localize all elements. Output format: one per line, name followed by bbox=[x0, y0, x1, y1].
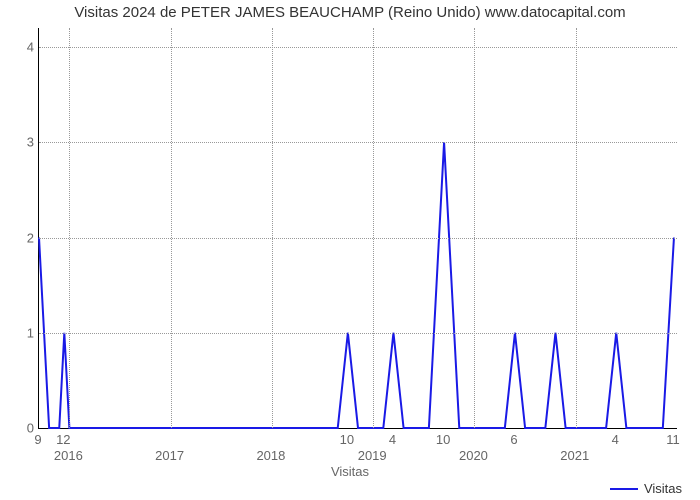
x-tick-label: 2017 bbox=[155, 448, 184, 463]
peak-label: 10 bbox=[340, 432, 354, 447]
peak-label: 9 bbox=[34, 432, 41, 447]
x-tick-label: 2020 bbox=[459, 448, 488, 463]
gridline-v bbox=[373, 28, 374, 428]
peak-label: 6 bbox=[510, 432, 517, 447]
x-tick-label: 2016 bbox=[54, 448, 83, 463]
gridline-v bbox=[69, 28, 70, 428]
gridline-v bbox=[576, 28, 577, 428]
x-tick-label: 2019 bbox=[358, 448, 387, 463]
y-tick-label: 1 bbox=[6, 325, 34, 340]
chart-container: Visitas 2024 de PETER JAMES BEAUCHAMP (R… bbox=[0, 0, 700, 500]
peak-label: 4 bbox=[389, 432, 396, 447]
plot-area bbox=[38, 28, 677, 429]
peak-label: 12 bbox=[56, 432, 70, 447]
gridline-v bbox=[171, 28, 172, 428]
gridline-v bbox=[474, 28, 475, 428]
legend-label: Visitas bbox=[644, 481, 682, 496]
peak-label: 10 bbox=[436, 432, 450, 447]
gridline-h bbox=[39, 142, 677, 143]
y-tick-label: 4 bbox=[6, 40, 34, 55]
x-tick-label: 2021 bbox=[560, 448, 589, 463]
gridline-v bbox=[272, 28, 273, 428]
y-tick-label: 2 bbox=[6, 230, 34, 245]
legend-swatch bbox=[610, 488, 638, 490]
gridline-h bbox=[39, 238, 677, 239]
peak-label: 11 bbox=[666, 432, 680, 447]
x-axis-title: Visitas bbox=[0, 464, 700, 479]
peak-label: 4 bbox=[612, 432, 619, 447]
y-tick-label: 0 bbox=[6, 421, 34, 436]
chart-title: Visitas 2024 de PETER JAMES BEAUCHAMP (R… bbox=[0, 4, 700, 21]
line-series bbox=[39, 28, 677, 428]
legend: Visitas bbox=[610, 481, 682, 496]
x-tick-label: 2018 bbox=[256, 448, 285, 463]
y-tick-label: 3 bbox=[6, 135, 34, 150]
gridline-h bbox=[39, 47, 677, 48]
gridline-h bbox=[39, 333, 677, 334]
